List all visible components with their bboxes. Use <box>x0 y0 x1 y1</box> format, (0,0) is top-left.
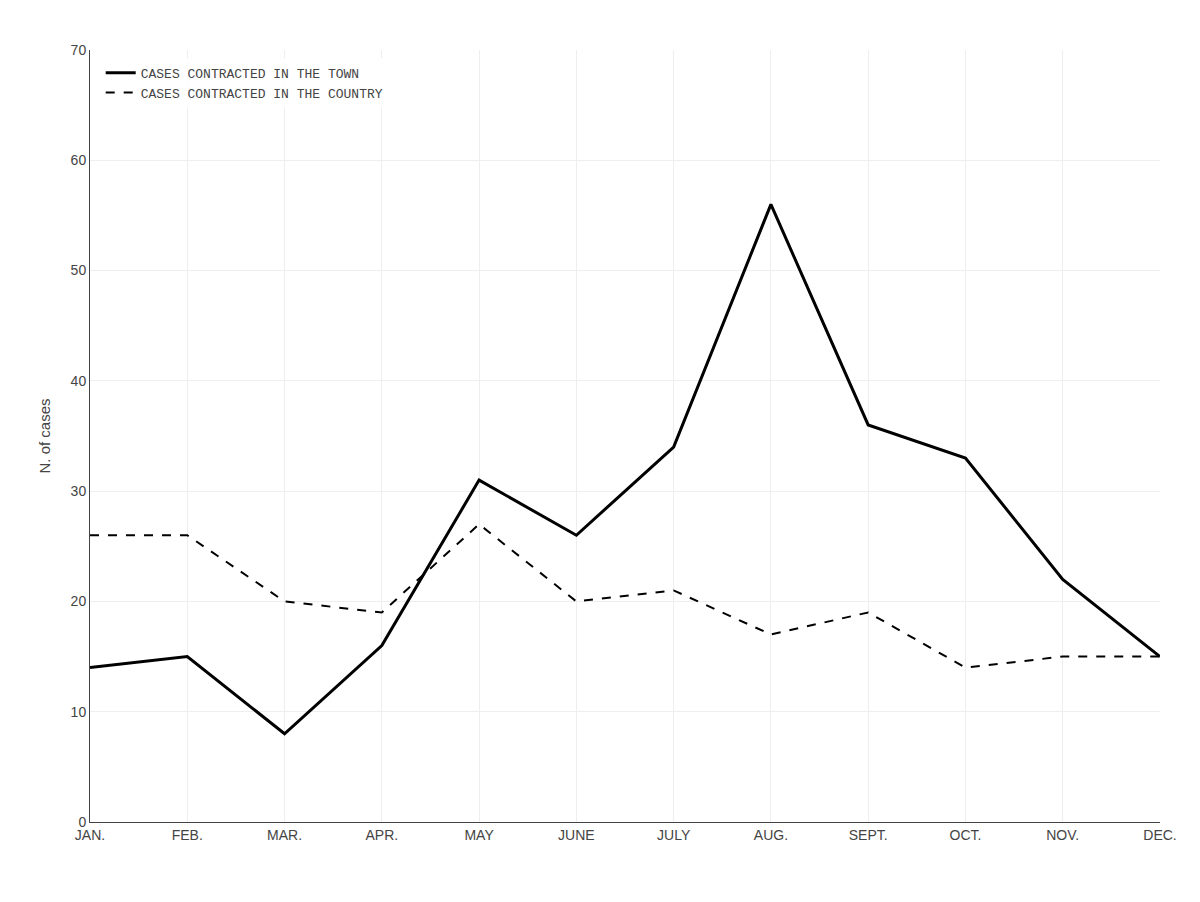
svg-text:40: 40 <box>71 373 87 389</box>
svg-text:CASES CONTRACTED IN THE COUNTR: CASES CONTRACTED IN THE COUNTRY <box>141 87 383 102</box>
svg-text:CASES CONTRACTED IN THE TOWN: CASES CONTRACTED IN THE TOWN <box>141 67 359 82</box>
svg-text:0: 0 <box>78 814 86 830</box>
svg-text:30: 30 <box>71 483 87 499</box>
svg-text:N. of cases: N. of cases <box>36 398 53 473</box>
svg-text:10: 10 <box>71 704 87 720</box>
svg-text:JUNE: JUNE <box>558 827 595 843</box>
svg-text:FEB.: FEB. <box>172 827 203 843</box>
svg-text:OCT.: OCT. <box>950 827 982 843</box>
svg-text:DEC.: DEC. <box>1143 827 1176 843</box>
svg-text:60: 60 <box>71 152 87 168</box>
svg-text:50: 50 <box>71 262 87 278</box>
svg-text:JAN.: JAN. <box>75 827 105 843</box>
svg-text:APR.: APR. <box>365 827 398 843</box>
svg-text:AUG.: AUG. <box>754 827 788 843</box>
svg-text:MAY: MAY <box>464 827 494 843</box>
svg-text:20: 20 <box>71 593 87 609</box>
svg-text:NOV.: NOV. <box>1046 827 1079 843</box>
svg-text:JULY: JULY <box>657 827 691 843</box>
svg-text:SEPT.: SEPT. <box>849 827 888 843</box>
svg-text:MAR.: MAR. <box>267 827 302 843</box>
svg-text:70: 70 <box>71 42 87 58</box>
